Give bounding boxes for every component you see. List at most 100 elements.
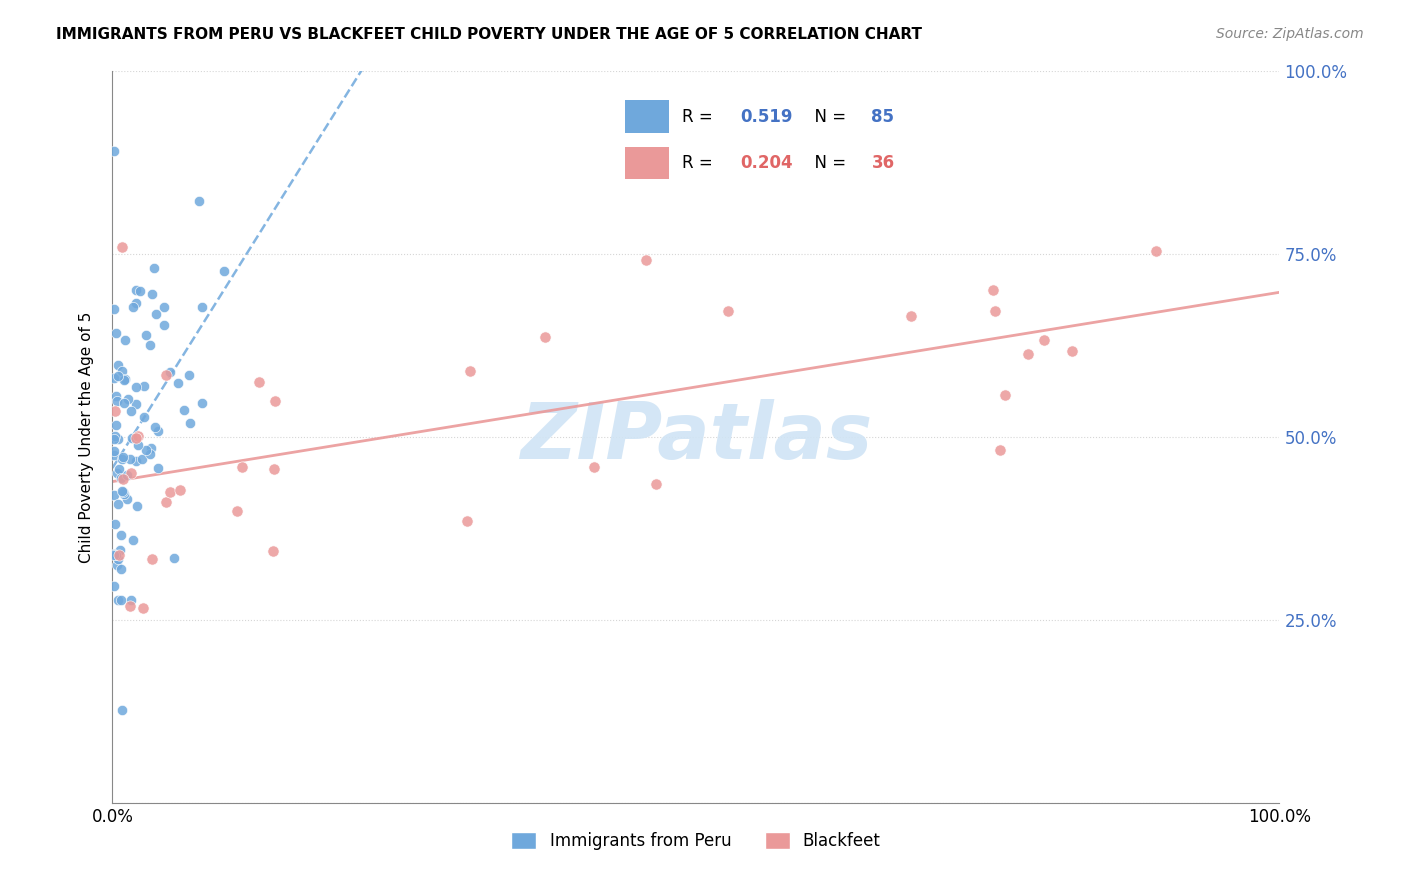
- Bar: [626, 146, 669, 179]
- Point: [155, 368, 177, 382]
- Point: [188, 194, 211, 208]
- Point: [105, 558, 128, 572]
- Point: [717, 303, 740, 318]
- Point: [458, 364, 481, 378]
- Point: [226, 504, 249, 518]
- Point: [120, 599, 142, 613]
- Point: [129, 284, 152, 298]
- Point: [111, 483, 134, 498]
- Point: [179, 417, 201, 431]
- Point: [103, 579, 125, 593]
- Point: [191, 300, 214, 314]
- Point: [103, 444, 125, 458]
- Point: [127, 429, 149, 443]
- Point: [141, 287, 163, 301]
- Point: [456, 514, 478, 528]
- Bar: [626, 101, 669, 133]
- Point: [1062, 344, 1084, 359]
- Point: [103, 302, 125, 317]
- Point: [131, 452, 153, 467]
- Point: [111, 703, 134, 717]
- Point: [107, 359, 129, 373]
- Point: [105, 326, 128, 341]
- Point: [110, 593, 132, 607]
- Point: [111, 364, 134, 378]
- Point: [110, 562, 132, 576]
- Point: [107, 368, 129, 383]
- Point: [125, 380, 148, 394]
- Point: [139, 441, 162, 455]
- Point: [103, 371, 125, 385]
- Legend: Immigrants from Peru, Blackfeet: Immigrants from Peru, Blackfeet: [505, 825, 887, 856]
- Text: 85: 85: [872, 108, 894, 126]
- Point: [145, 308, 167, 322]
- Point: [107, 592, 129, 607]
- Point: [645, 477, 668, 491]
- Point: [167, 376, 190, 391]
- Point: [107, 432, 129, 446]
- Point: [108, 548, 131, 562]
- Point: [131, 600, 153, 615]
- Point: [263, 462, 285, 476]
- Point: [120, 466, 142, 480]
- Point: [159, 485, 181, 500]
- Point: [139, 447, 162, 461]
- Point: [141, 552, 163, 566]
- Point: [103, 488, 125, 502]
- Point: [104, 548, 127, 562]
- Point: [169, 483, 191, 497]
- Point: [103, 548, 125, 562]
- Point: [121, 533, 143, 547]
- Point: [127, 438, 149, 452]
- Point: [163, 550, 186, 565]
- Point: [111, 450, 134, 464]
- Point: [231, 459, 253, 474]
- Point: [103, 448, 125, 462]
- Point: [104, 404, 127, 418]
- Point: [103, 432, 125, 446]
- Point: [153, 301, 176, 315]
- Point: [120, 404, 142, 418]
- Text: 36: 36: [872, 154, 894, 172]
- Point: [114, 371, 136, 385]
- Point: [120, 592, 142, 607]
- Point: [110, 528, 132, 542]
- Point: [143, 420, 166, 434]
- Point: [993, 388, 1015, 402]
- Point: [1033, 333, 1056, 347]
- Point: [110, 471, 132, 485]
- Point: [111, 485, 134, 500]
- Point: [118, 451, 141, 466]
- Point: [125, 431, 148, 445]
- Point: [981, 283, 1004, 297]
- Point: [900, 309, 922, 323]
- Point: [125, 499, 148, 513]
- Text: IMMIGRANTS FROM PERU VS BLACKFEET CHILD POVERTY UNDER THE AGE OF 5 CORRELATION C: IMMIGRANTS FROM PERU VS BLACKFEET CHILD …: [56, 27, 922, 42]
- Text: R =: R =: [682, 108, 718, 126]
- Point: [262, 543, 284, 558]
- Point: [107, 461, 129, 475]
- Point: [534, 330, 557, 344]
- Text: N =: N =: [804, 108, 851, 126]
- Point: [112, 395, 135, 409]
- Point: [107, 551, 129, 566]
- Text: 0.519: 0.519: [740, 108, 793, 126]
- Point: [1144, 244, 1167, 258]
- Point: [105, 394, 128, 409]
- Point: [115, 491, 138, 506]
- Point: [634, 252, 657, 267]
- Point: [177, 368, 200, 382]
- Point: [111, 472, 134, 486]
- Point: [104, 429, 127, 443]
- Point: [105, 389, 128, 403]
- Point: [121, 431, 143, 445]
- Point: [125, 283, 148, 297]
- Point: [125, 397, 148, 411]
- Point: [114, 334, 136, 348]
- Point: [104, 517, 127, 532]
- Point: [103, 547, 125, 561]
- Point: [111, 451, 134, 466]
- Point: [103, 144, 125, 158]
- Point: [107, 497, 129, 511]
- Point: [139, 338, 162, 352]
